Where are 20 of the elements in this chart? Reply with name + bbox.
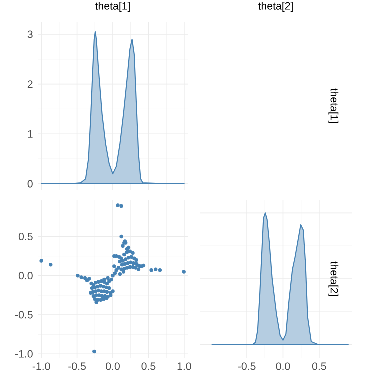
y-tick-label: 3	[28, 30, 33, 38]
y-tick-label: 0	[28, 180, 33, 188]
y-tick-label: 0.5	[18, 233, 33, 241]
x-tick-label: 0.5	[142, 362, 156, 370]
x-tick-label: 0.5	[312, 362, 326, 370]
x-tick-label: 1.0	[178, 362, 192, 370]
text: theta[2]	[258, 2, 293, 12]
y-tick-label: 0.0	[18, 272, 33, 280]
y-tick-label: -0.5	[15, 311, 33, 319]
x-tick-label: -1.0	[32, 362, 50, 370]
y-tick-label: 2	[28, 80, 33, 88]
y-tick-label: 1	[28, 130, 33, 138]
x-tick-label: -0.5	[68, 362, 86, 370]
x-tick-label: 0.0	[276, 362, 290, 370]
x-tick-label: -0.5	[238, 362, 256, 370]
chart-title: theta[1]	[95, 2, 130, 12]
y-tick-label: -1.0	[15, 350, 33, 358]
x-tick-label: 0.0	[106, 362, 120, 370]
y2-axis-title: theta[2]	[328, 261, 339, 296]
text: theta[1]	[328, 88, 339, 123]
